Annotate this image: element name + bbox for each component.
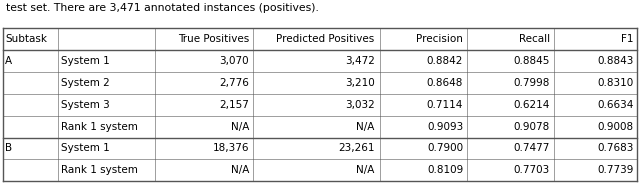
Text: 2,776: 2,776	[220, 78, 249, 88]
Text: 3,070: 3,070	[220, 56, 249, 66]
Text: N/A: N/A	[231, 122, 249, 132]
Text: 0.7683: 0.7683	[597, 143, 634, 153]
Text: N/A: N/A	[356, 122, 374, 132]
Text: 23,261: 23,261	[338, 143, 374, 153]
Text: 0.7739: 0.7739	[597, 165, 634, 175]
Text: System 2: System 2	[61, 78, 110, 88]
Text: N/A: N/A	[231, 165, 249, 175]
Text: F1: F1	[621, 34, 634, 44]
Text: True Positives: True Positives	[178, 34, 249, 44]
Text: 18,376: 18,376	[212, 143, 249, 153]
Text: System 1: System 1	[61, 56, 110, 66]
Text: 3,472: 3,472	[345, 56, 374, 66]
Text: 0.7703: 0.7703	[514, 165, 550, 175]
Text: N/A: N/A	[356, 165, 374, 175]
Text: A: A	[5, 56, 13, 66]
Text: 0.8310: 0.8310	[597, 78, 634, 88]
Text: Predicted Positives: Predicted Positives	[276, 34, 374, 44]
Text: Precision: Precision	[416, 34, 463, 44]
Text: 0.9093: 0.9093	[427, 122, 463, 132]
Text: 0.8109: 0.8109	[427, 165, 463, 175]
Text: Subtask: Subtask	[5, 34, 47, 44]
Text: System 1: System 1	[61, 143, 110, 153]
Text: 0.8842: 0.8842	[427, 56, 463, 66]
Text: 0.9078: 0.9078	[514, 122, 550, 132]
Text: 2,157: 2,157	[220, 100, 249, 110]
Text: 0.9008: 0.9008	[597, 122, 634, 132]
Text: 3,032: 3,032	[345, 100, 374, 110]
Text: B: B	[5, 143, 13, 153]
Text: 3,210: 3,210	[345, 78, 374, 88]
Text: Rank 1 system: Rank 1 system	[61, 122, 138, 132]
Text: Recall: Recall	[519, 34, 550, 44]
Text: 0.7900: 0.7900	[427, 143, 463, 153]
Text: Rank 1 system: Rank 1 system	[61, 165, 138, 175]
Text: 0.7477: 0.7477	[514, 143, 550, 153]
Text: 0.8648: 0.8648	[427, 78, 463, 88]
Text: test set. There are 3,471 annotated instances (positives).: test set. There are 3,471 annotated inst…	[6, 3, 319, 13]
Text: 0.7114: 0.7114	[427, 100, 463, 110]
Text: 0.6634: 0.6634	[597, 100, 634, 110]
Text: System 3: System 3	[61, 100, 110, 110]
Text: 0.7998: 0.7998	[514, 78, 550, 88]
Text: 0.8845: 0.8845	[514, 56, 550, 66]
Text: 0.6214: 0.6214	[514, 100, 550, 110]
Text: 0.8843: 0.8843	[597, 56, 634, 66]
